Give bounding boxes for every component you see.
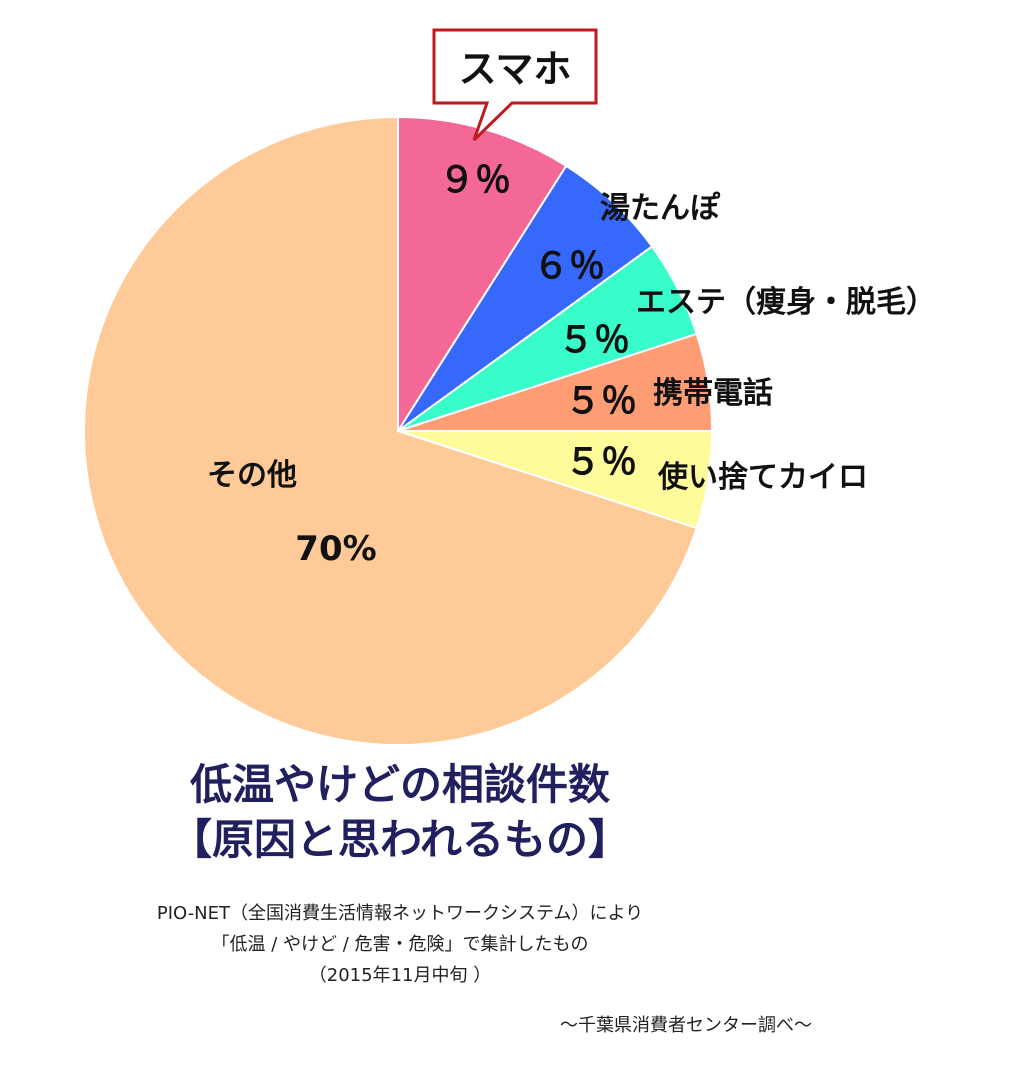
slice-label-5: 使い捨てカイロ — [657, 460, 868, 495]
source-note-3: （2015年11月中旬 ） — [308, 965, 492, 986]
chart-title: 低温やけどの相談件数 — [189, 760, 610, 809]
slice-value-5: ５％ — [565, 442, 637, 483]
slice-value-6: 70% — [295, 529, 376, 569]
slice-value-1: ９％ — [439, 160, 511, 201]
source-note-2: 「低温 / やけど / 危害・危険」で集計したもの — [211, 934, 589, 955]
pie-slice-6 — [83, 115, 698, 746]
slice-label-4: 携帯電話 — [653, 376, 773, 411]
slice-value-4: ５％ — [565, 381, 637, 422]
slice-value-3: ５％ — [558, 320, 630, 361]
slice-label-6: その他 — [207, 458, 297, 493]
slice-label-1: スマホ — [459, 47, 572, 91]
callout-box — [432, 28, 598, 142]
source-credit: ～千葉県消費者センター調べ～ — [560, 1015, 812, 1036]
slice-label-3: エステ（痩身・脱毛） — [636, 285, 936, 320]
source-note-1: PIO-NET（全国消費生活情報ネットワークシステム）により — [156, 903, 644, 924]
slice-value-2: ６％ — [533, 246, 605, 287]
pie-slice-2 — [397, 164, 654, 432]
pie-chart: スマホ９％湯たんぽ６％エステ（痩身・脱毛）５％携帯電話５％使い捨てカイロ５％その… — [83, 28, 936, 746]
chart-subtitle: 【原因と思われるもの】 — [170, 815, 630, 864]
slice-label-2: 湯たんぽ — [600, 191, 721, 226]
